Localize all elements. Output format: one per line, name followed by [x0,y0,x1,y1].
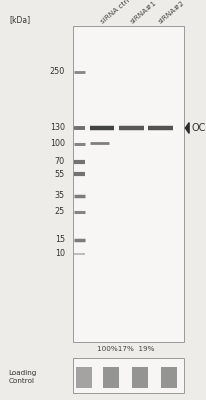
FancyBboxPatch shape [161,367,177,388]
Polygon shape [185,122,189,133]
Text: 35: 35 [55,192,65,200]
Text: 70: 70 [55,158,65,166]
Text: OCRL: OCRL [192,123,206,133]
Text: siRNA#2: siRNA#2 [158,0,186,25]
Text: Loading
Control: Loading Control [8,370,37,384]
FancyBboxPatch shape [73,26,184,342]
FancyBboxPatch shape [103,367,119,388]
Text: 130: 130 [50,124,65,132]
Text: 55: 55 [55,170,65,178]
Text: siRNA ctrl: siRNA ctrl [100,0,131,25]
Text: [kDa]: [kDa] [9,16,30,24]
FancyBboxPatch shape [76,367,92,388]
FancyBboxPatch shape [73,358,184,393]
Text: 250: 250 [50,68,65,76]
Text: 100: 100 [50,140,65,148]
Text: siRNA#1: siRNA#1 [129,0,157,25]
Text: 10: 10 [55,250,65,258]
Text: 25: 25 [55,208,65,216]
Text: 100%17%  19%: 100%17% 19% [97,346,155,352]
Text: 15: 15 [55,236,65,244]
FancyBboxPatch shape [132,367,148,388]
